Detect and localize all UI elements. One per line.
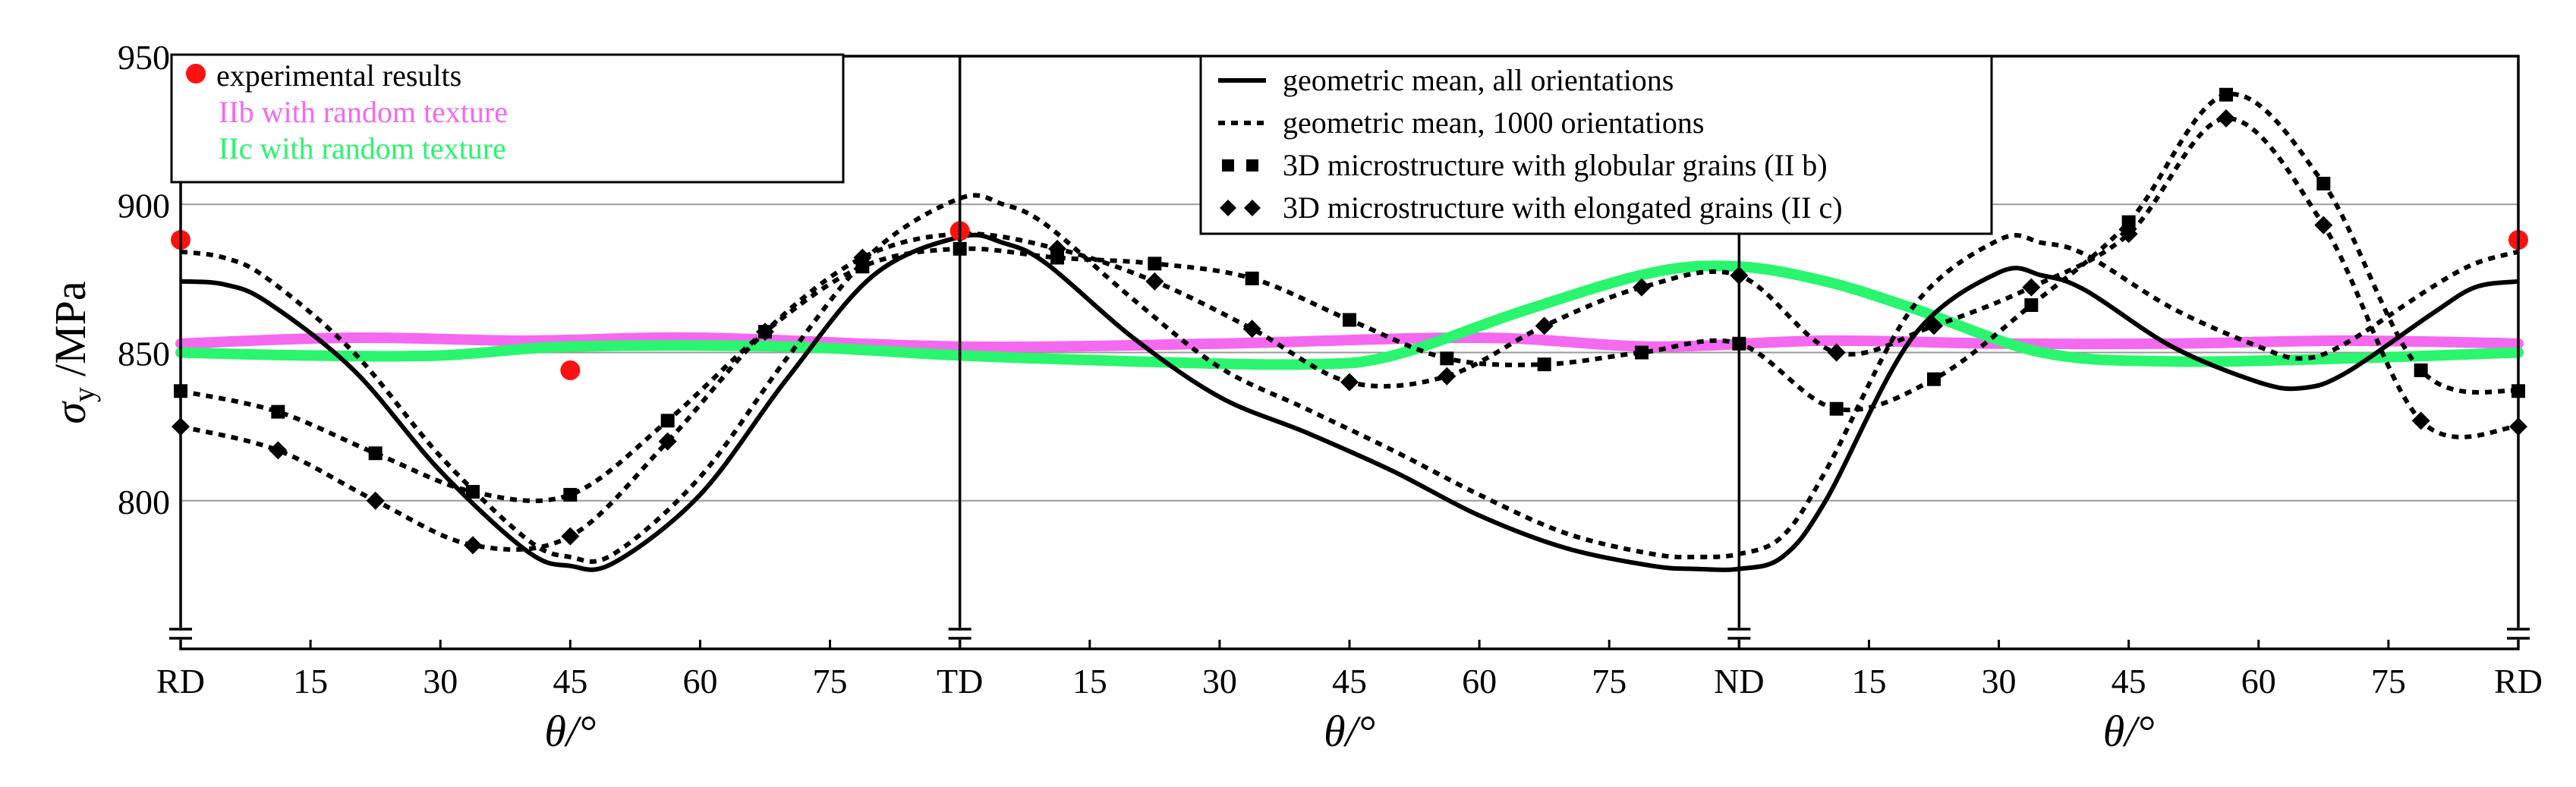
square-marker	[1635, 345, 1649, 360]
x-tick-label: 75	[1592, 662, 1627, 700]
square-marker	[1245, 271, 1259, 285]
diamond-marker	[1340, 373, 1359, 392]
diamond-marker	[464, 536, 482, 555]
experimental-point	[560, 360, 581, 380]
square-marker	[2219, 87, 2233, 102]
square-marker	[1440, 351, 1454, 366]
legend-right-label: 3D microstructure with globular grains (…	[1283, 148, 1828, 182]
y-axis-subscript: y	[67, 387, 101, 402]
diamond-marker	[1827, 343, 1846, 362]
square-marker	[1537, 357, 1551, 372]
square-marker	[1927, 372, 1941, 386]
y-axis-symbol: σ	[46, 401, 95, 424]
y-tick-label: 900	[118, 186, 170, 225]
legend-right-label: geometric mean, all orientations	[1283, 63, 1674, 97]
series-curves	[175, 92, 2524, 572]
x-tick-label: TD	[937, 662, 983, 700]
x-tick-label: 75	[813, 662, 848, 700]
x-tick-label: 60	[682, 662, 717, 700]
legend-diamond-key	[1244, 200, 1261, 216]
x-tick-label: 15	[1851, 662, 1886, 700]
diamond-marker	[756, 323, 774, 342]
diamond-marker	[1242, 320, 1261, 338]
x-tick-label: 30	[1202, 662, 1237, 700]
x-tick-label: 60	[2241, 662, 2276, 700]
diamond-marker	[2119, 225, 2138, 244]
x-axis-label: θ/°	[2103, 707, 2155, 756]
legend-square-key	[1246, 159, 1258, 172]
legend-right-label: geometric mean, 1000 orientations	[1283, 105, 1704, 140]
x-tick-label: ND	[1714, 662, 1764, 700]
diamond-marker	[2022, 278, 2041, 297]
x-tick-label: RD	[156, 662, 205, 700]
y-tick-label: 950	[118, 38, 170, 77]
axis-break-gap	[1727, 628, 1751, 640]
diamond-marker	[1048, 239, 1066, 258]
axis-labels: θ/° θ/° θ/° σy/MPa	[46, 281, 2155, 756]
x-tick-label: 15	[1072, 662, 1107, 700]
square-marker	[2121, 215, 2136, 229]
series-line-2	[175, 260, 2524, 370]
legend-diamond-key	[1220, 200, 1236, 216]
square-marker	[2316, 176, 2331, 190]
x-axis-label: θ/°	[544, 707, 596, 756]
square-marker	[466, 485, 480, 499]
diamond-marker	[1925, 316, 1943, 335]
legend-square-key	[1222, 159, 1234, 172]
diamond-marker	[853, 248, 872, 267]
x-tick-label: 15	[293, 662, 328, 700]
square-marker	[1343, 313, 1356, 327]
square-marker	[271, 405, 285, 419]
legend-left-box	[170, 53, 845, 184]
square-marker	[1829, 401, 1844, 416]
y-tick-label: 800	[118, 483, 170, 521]
square-marker	[660, 414, 675, 428]
square-marker	[2024, 298, 2039, 313]
diamond-marker	[1145, 272, 1164, 291]
legend-left-label: IIc with random texture	[219, 131, 506, 165]
square-marker	[1148, 257, 1162, 271]
diamond-marker	[269, 441, 288, 460]
square-marker	[368, 446, 383, 461]
series-line-3	[180, 232, 2519, 572]
y-axis-label: σy/MPa	[46, 281, 101, 423]
diamond-marker	[561, 527, 580, 546]
diamond-marker	[366, 491, 385, 510]
diamond-marker	[2217, 109, 2235, 128]
x-tick-label: 30	[423, 662, 458, 700]
x-tick-label: 75	[2371, 662, 2406, 700]
diamond-marker	[658, 432, 677, 451]
axis-break-gap	[948, 628, 972, 640]
legend-right-label: 3D microstructure with elongated grains …	[1283, 190, 1843, 225]
diamond-marker	[1535, 316, 1554, 335]
x-tick-label: 45	[2112, 662, 2146, 700]
diamond-marker	[2411, 411, 2430, 430]
series-line-5	[180, 92, 2519, 503]
square-marker	[2414, 363, 2428, 377]
square-marker	[563, 487, 578, 502]
x-tick-label: 45	[553, 662, 587, 700]
x-tick-label: 30	[1982, 662, 2017, 700]
x-tick-label: RD	[2494, 662, 2543, 700]
legend-left-label: experimental results	[216, 58, 461, 93]
diamond-marker	[1633, 278, 1651, 297]
y-axis-unit: /MPa	[46, 281, 95, 376]
legend-right-box	[1199, 55, 1993, 235]
legend-experimental-dot	[186, 64, 206, 83]
x-axis-label: θ/°	[1324, 707, 1375, 756]
x-tick-label: 60	[1462, 662, 1497, 700]
legend-left-label: IIb with random texture	[219, 95, 508, 129]
axis-ticks: 950 900 850 800 RD 15 30 45 60 75 TD 15 30 45 60 75 ND 15…	[118, 38, 2543, 700]
axis-break-gap	[2507, 628, 2530, 640]
diamond-marker	[2314, 216, 2333, 235]
x-tick-label: 45	[1332, 662, 1367, 700]
y-tick-label: 850	[118, 335, 170, 373]
diamond-marker	[1438, 367, 1456, 386]
axis-break-gap	[169, 628, 192, 640]
